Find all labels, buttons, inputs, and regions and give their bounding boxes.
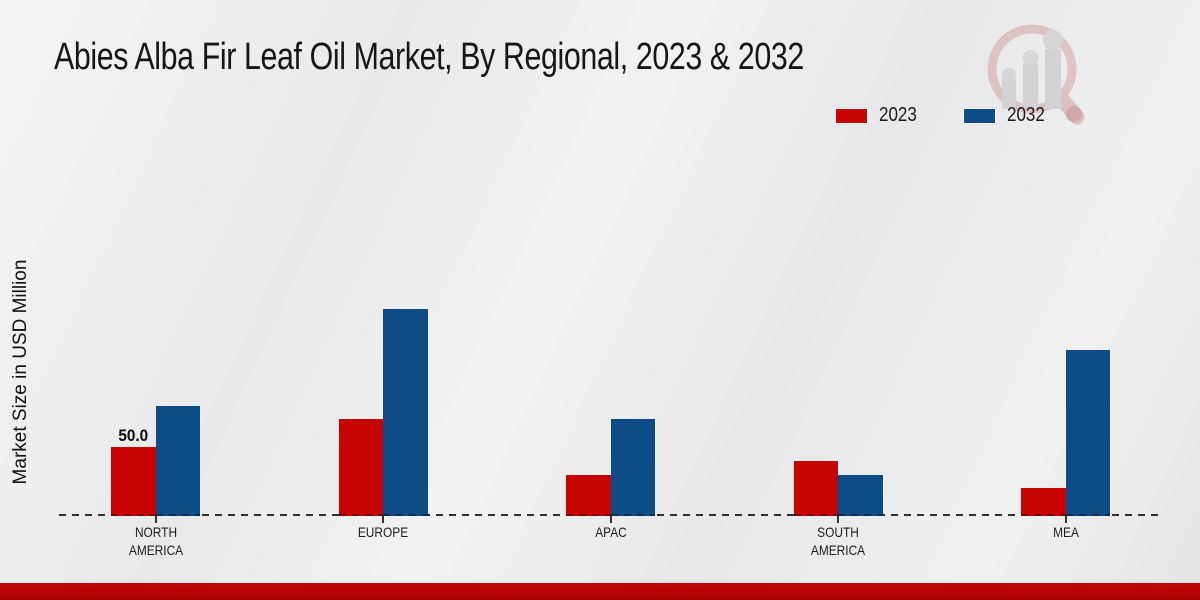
bar-2023-category-1 [338,419,383,516]
legend-swatch-2023 [836,108,867,123]
legend-label-2023: 2023 [879,104,917,126]
footer-accent-bar [0,583,1200,600]
category-label-3: SOUTH AMERICA [810,524,866,559]
bar-2032-category-1 [383,309,428,516]
legend-label-2032: 2032 [1006,104,1045,126]
axis-tick-4 [1064,516,1067,523]
bar-2023-category-4 [1021,488,1066,516]
chart-title: Abies Alba Fir Leaf Oil Market, By Regio… [54,36,804,78]
bar-2032-category-4 [1065,350,1110,516]
category-label-0: NORTH AMERICA [128,524,183,559]
category-label-2: APAC [594,524,627,540]
legend-item-2032: 2032 [963,104,1052,127]
bar-2023-category-2 [566,475,611,516]
axis-tick-0 [154,516,157,523]
bar-value-label: 50.0 [118,426,149,445]
category-label-4: MEA [1052,524,1079,540]
bar-2023-category-3 [793,461,838,516]
legend-item-2023: 2023 [836,104,924,127]
bar-2032-category-2 [610,419,655,516]
category-label-1: EUROPE [357,524,409,540]
axis-tick-3 [837,516,839,523]
bar-2032-category-0 [155,406,200,516]
axis-tick-1 [382,516,384,523]
axis-tick-2 [609,516,612,523]
bar-2023-category-0 [111,447,156,516]
legend: 2023 2032 [836,104,1051,127]
bar-2032-category-3 [838,475,883,516]
legend-swatch-2032 [963,108,995,123]
magnifier-bar-chart-logo-watermark [987,24,1085,125]
